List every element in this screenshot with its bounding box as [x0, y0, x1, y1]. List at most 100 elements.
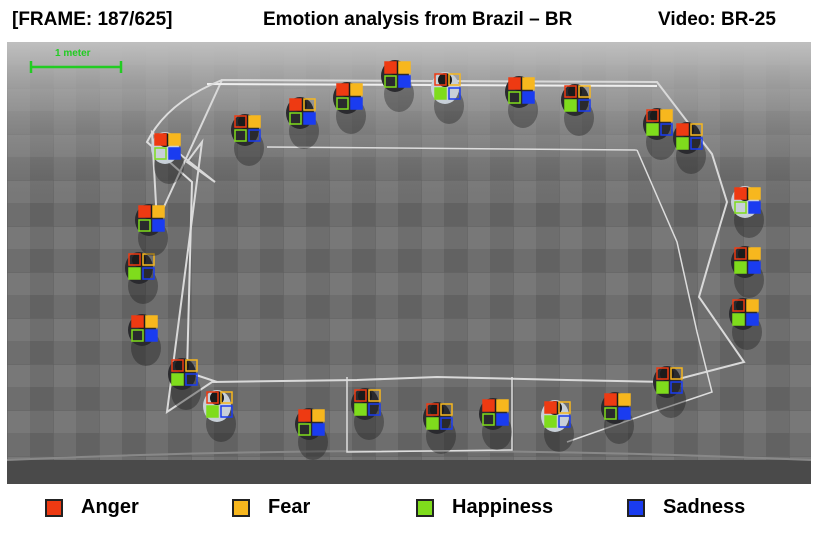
anger-box	[171, 359, 184, 372]
legend-label: Happiness	[452, 496, 554, 518]
pedestrian	[125, 252, 158, 304]
fear-box	[748, 187, 761, 200]
legend-label: Sadness	[663, 496, 746, 518]
anger-swatch	[45, 499, 63, 517]
pedestrian	[333, 82, 366, 134]
sadness-box	[618, 407, 631, 420]
happiness-box	[138, 219, 151, 232]
sadness-box	[690, 137, 703, 150]
pedestrian	[168, 358, 201, 410]
anger-box	[676, 123, 689, 136]
pedestrian	[505, 76, 538, 128]
sadness-box	[312, 423, 325, 436]
pedestrian	[381, 60, 414, 112]
sadness-box	[440, 417, 453, 430]
happiness-box	[508, 91, 521, 104]
pedestrian	[731, 186, 764, 238]
pedestrian	[479, 398, 512, 450]
fear-box	[578, 85, 591, 98]
happiness-box	[289, 112, 302, 125]
anger-box	[336, 83, 349, 96]
fear-box	[522, 77, 535, 90]
anger-box	[734, 247, 747, 260]
anger-box	[234, 115, 247, 128]
fear-box	[145, 315, 158, 328]
video-frame: 1 meter	[7, 42, 811, 484]
sadness-box	[220, 405, 233, 418]
happiness-box	[154, 147, 167, 160]
sadness-box	[248, 129, 261, 142]
page-title: Emotion analysis from Brazil – BR	[263, 9, 573, 30]
happiness-box	[128, 267, 141, 280]
pedestrian	[295, 408, 328, 460]
anger-box	[384, 61, 397, 74]
pedestrian	[673, 122, 706, 174]
pedestrian	[643, 108, 676, 160]
anger-box	[138, 205, 151, 218]
happiness-box	[734, 261, 747, 274]
fear-box	[303, 98, 316, 111]
fear-box	[690, 123, 703, 136]
fear-box	[448, 73, 461, 86]
fear-box	[558, 401, 571, 414]
pedestrian	[135, 204, 168, 256]
happiness-box	[544, 415, 557, 428]
pedestrian	[653, 366, 686, 418]
sadness-box	[496, 413, 509, 426]
legend-label: Fear	[268, 496, 311, 518]
happiness-box	[234, 129, 247, 142]
sadness-box	[670, 381, 683, 394]
sadness-box	[448, 87, 461, 100]
pedestrian	[351, 388, 384, 440]
sadness-box	[303, 112, 316, 125]
header-bar: [FRAME: 187/625] Emotion analysis from B…	[0, 0, 817, 40]
fear-box	[350, 83, 363, 96]
sadness-box	[145, 329, 158, 342]
fear-box	[152, 205, 165, 218]
anger-box	[604, 393, 617, 406]
fear-box	[670, 367, 683, 380]
happiness-box	[604, 407, 617, 420]
happiness-box	[734, 201, 747, 214]
fear-box	[142, 253, 155, 266]
pedestrian	[729, 298, 762, 350]
happiness-box	[131, 329, 144, 342]
anger-box	[482, 399, 495, 412]
pedestrian	[286, 97, 319, 149]
fear-swatch	[232, 499, 250, 517]
pedestrians-layer	[125, 60, 764, 460]
anger-box	[206, 391, 219, 404]
scene-canvas: 1 meter	[7, 42, 811, 484]
fear-box	[312, 409, 325, 422]
happiness-box	[646, 123, 659, 136]
pedestrian	[203, 390, 236, 442]
happiness-box	[434, 87, 447, 100]
anger-box	[154, 133, 167, 146]
pedestrian	[431, 72, 464, 124]
sadness-box	[398, 75, 411, 88]
legend: Anger Fear Happiness Sadness	[0, 488, 817, 534]
fear-box	[185, 359, 198, 372]
pedestrian	[561, 84, 594, 136]
fear-box	[618, 393, 631, 406]
fear-box	[168, 133, 181, 146]
anger-box	[289, 98, 302, 111]
happiness-box	[206, 405, 219, 418]
anger-box	[434, 73, 447, 86]
anger-box	[656, 367, 669, 380]
anger-box	[564, 85, 577, 98]
video-id: Video: BR-25	[658, 9, 776, 30]
pedestrian	[423, 402, 456, 454]
sadness-box	[522, 91, 535, 104]
fear-box	[220, 391, 233, 404]
anger-box	[128, 253, 141, 266]
anger-box	[354, 389, 367, 402]
fear-box	[398, 61, 411, 74]
fear-box	[660, 109, 673, 122]
anger-box	[646, 109, 659, 122]
sadness-box	[660, 123, 673, 136]
fear-box	[748, 247, 761, 260]
happiness-box	[732, 313, 745, 326]
sadness-box	[578, 99, 591, 112]
sadness-box	[185, 373, 198, 386]
